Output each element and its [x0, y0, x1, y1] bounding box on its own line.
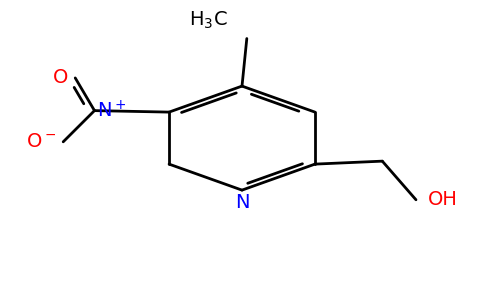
- Text: N: N: [235, 193, 249, 212]
- Text: H$_3$C: H$_3$C: [189, 10, 227, 31]
- Text: O: O: [53, 68, 68, 87]
- Text: OH: OH: [428, 190, 458, 209]
- Text: O$^-$: O$^-$: [26, 132, 56, 151]
- Text: N$^+$: N$^+$: [97, 100, 126, 121]
